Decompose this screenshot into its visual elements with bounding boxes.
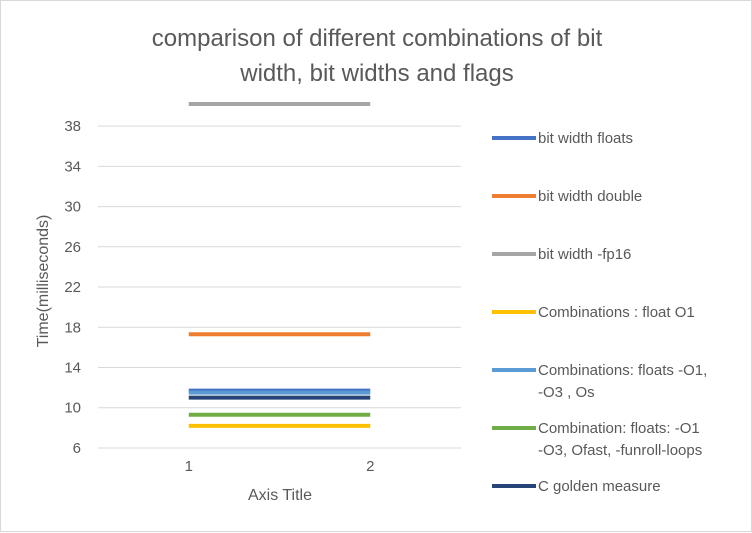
chart-title-line-1: comparison of different combinations of … <box>152 25 603 52</box>
y-tick-label: 18 <box>64 319 81 336</box>
y-tick-label: 30 <box>64 199 81 216</box>
legend-label: bit width double <box>538 188 642 205</box>
legend-item: Combination: floats: -O1 -O3, Ofast, -fun… <box>492 420 702 459</box>
y-tick-label: 10 <box>64 400 81 417</box>
y-axis-title: Time(milliseconds) <box>35 215 52 348</box>
legend-item: Combinations : float O1 <box>492 304 695 321</box>
series-lines <box>188 101 371 428</box>
y-tick-labels: 6 10 14 18 22 26 30 34 38 <box>64 118 81 457</box>
legend-item: C golden measure <box>492 478 661 495</box>
chart-title-line-2: width, bit widths and flags <box>239 60 513 87</box>
legend-label: bit width floats <box>538 130 633 147</box>
y-tick-label: 34 <box>64 158 81 175</box>
legend-label: Combination: floats: -O1 <box>538 420 700 437</box>
y-tick-label: 22 <box>64 279 81 296</box>
legend-label: C golden measure <box>538 478 661 495</box>
legend-item: bit width double <box>492 188 642 205</box>
legend-label: -O3 , Os <box>538 384 595 401</box>
legend-label: -O3, Ofast, -funroll-loops <box>538 442 702 459</box>
y-tick-label: 6 <box>73 440 81 457</box>
legend-item: Combinations: floats -O1, -O3 , Os <box>492 362 707 401</box>
legend-label: Combinations : float O1 <box>538 304 695 321</box>
legend-label: Combinations: floats -O1, <box>538 362 707 379</box>
y-tick-label: 26 <box>64 239 81 256</box>
x-tick-label: 1 <box>185 458 193 475</box>
legend-item: bit width floats <box>492 130 633 147</box>
legend: bit width floats bit width double bit widt… <box>492 130 707 495</box>
legend-item: bit width -fp16 <box>492 246 631 263</box>
gridlines <box>98 125 461 449</box>
x-axis-title: Axis Title <box>248 487 312 504</box>
legend-label: bit width -fp16 <box>538 246 631 263</box>
y-tick-label: 38 <box>64 118 81 135</box>
y-tick-label: 14 <box>64 359 81 376</box>
x-tick-label: 2 <box>366 458 374 475</box>
